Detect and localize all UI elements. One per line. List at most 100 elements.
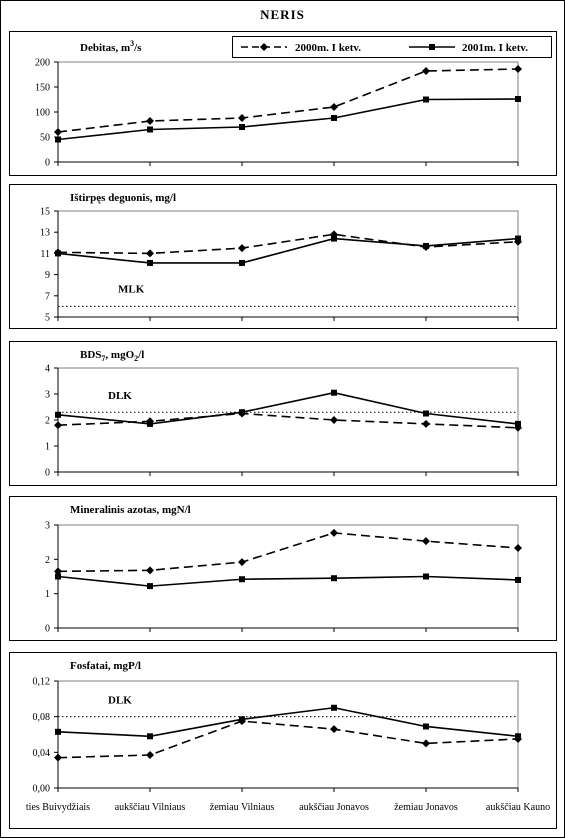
data-point-2000-debitas [330,103,338,111]
data-point-2000-deguonis [238,244,246,253]
chart-title-debitas: Debitas, m3/s [80,39,142,54]
series-line-2001-deguonis [57,237,519,264]
series-line-2000-deguonis [57,233,519,255]
y-tick-label-azotas: 3 [45,521,50,532]
y-tick-label-deguonis: 15 [40,207,50,218]
data-point-2001-bds7 [55,411,61,418]
data-point-2000-azotas [238,558,246,567]
data-point-2001-deguonis [147,259,153,266]
data-point-2001-bds7 [331,389,337,396]
diamond-marker-icon [260,43,268,51]
data-point-2001-debitas [147,126,153,133]
series-line-2001-azotas [57,575,519,587]
y-tick-label-bds7: 2 [45,416,50,427]
chart-fosfatai: Fosfatai, mgP/l 0,00 0,04 0,08 0,12 ties Bui… [26,660,550,813]
chart-debitas: Debitas, m3/s 0 50 100 150 200 [35,39,522,169]
chart-deguonis: Ištirpęs deguonis, mg/l 5 7 9 11 13 15 MLK [40,192,522,324]
legend-entry-2000: 2000m. I ketv. [241,42,361,54]
data-point-2001-debitas [55,136,61,143]
chart-title-azotas: Mineralinis azotas, mgN/l [70,504,191,516]
data-point-2001-fosfatai [147,733,153,740]
data-point-2001-azotas [239,576,245,583]
chart-title-deguonis: Ištirpęs deguonis, mg/l [70,192,176,204]
y-tick-label-debitas: 0 [45,158,50,169]
plot-area-bds7 [57,367,519,473]
data-point-2000-bds7 [54,421,62,430]
y-tick-label-deguonis: 13 [40,228,50,239]
y-tick-label-azotas: 0 [45,624,50,635]
y-tick-label-fosfatai: 0,04 [33,748,51,759]
y-tick-label-fosfatai: 0,12 [33,677,51,688]
data-point-2001-azotas [423,573,429,580]
y-tick-label-bds7: 3 [45,390,50,401]
data-point-2001-debitas [515,96,521,102]
y-tick-label-fosfatai: 0,08 [33,712,51,723]
data-point-2001-fosfatai [515,733,521,740]
y-tick-label-deguonis: 9 [45,270,50,281]
data-point-2001-fosfatai [55,728,61,735]
data-point-2001-fosfatai [331,704,337,711]
chart-panel-azotas: Mineralinis azotas, mgN/l 0 1 2 3 [9,496,557,641]
data-point-2000-bds7 [330,416,338,424]
series-line-2001-debitas [57,98,519,141]
data-point-2001-bds7 [147,420,153,427]
data-point-2001-deguonis [515,235,521,242]
figure-title: NERIS [260,7,305,22]
data-point-2001-azotas [55,573,61,580]
data-point-2000-debitas [146,117,154,125]
y-tick-label-bds7: 0 [45,468,50,479]
plot-area-deguonis [57,210,519,318]
data-point-2000-fosfatai [146,751,154,760]
y-tick-label-deguonis: 11 [40,249,50,260]
data-point-2001-azotas [147,583,153,590]
data-point-2001-deguonis [55,250,61,257]
series-line-2001-fosfatai [57,706,519,738]
data-point-2000-deguonis [146,249,154,258]
data-point-2001-bds7 [515,420,521,427]
chart-legend: 2000m. I ketv. 2001m. I ketv. [232,36,552,58]
series-line-2000-fosfatai [57,720,519,759]
data-point-2001-bds7 [239,409,245,416]
data-point-2000-azotas [514,544,522,553]
data-point-2001-debitas [423,96,429,103]
data-point-2001-fosfatai [423,723,429,730]
data-point-2001-azotas [331,575,337,582]
y-tick-label-azotas: 1 [45,589,50,600]
data-point-2001-deguonis [331,235,337,242]
series-line-2000-debitas [57,68,519,133]
x-tick-label-fosfatai: ties Buivydžiais [26,802,90,813]
data-point-2000-fosfatai [330,725,338,734]
chart-title-bds7: BDS7, mgO2/l [80,349,144,363]
chart-panel-fosfatai: Fosfatai, mgP/l 0,00 0,04 0,08 0,12 ties Bui… [9,652,557,829]
data-point-2001-deguonis [423,242,429,249]
chart-panel-deguonis: Ištirpęs deguonis, mg/l 5 7 9 11 13 15 MLK [9,184,557,329]
data-point-2000-debitas [422,67,430,75]
data-point-2001-deguonis [239,259,245,266]
data-point-2000-fosfatai [54,753,62,762]
data-point-2000-debitas [54,128,62,136]
series-line-2000-azotas [57,532,519,573]
x-tick-label-fosfatai: žemiau Vilniaus [210,802,275,813]
legend-label-2001: 2001m. I ketv. [462,42,528,54]
y-tick-label-bds7: 1 [45,442,50,453]
data-point-2000-azotas [422,537,430,546]
y-tick-label-debitas: 50 [40,133,50,144]
chart-title-fosfatai: Fosfatai, mgP/l [70,660,141,672]
data-point-2000-azotas [146,566,154,575]
data-point-2000-fosfatai [422,739,430,748]
legend-entry-2001: 2001m. I ketv. [409,42,528,54]
x-tick-label-fosfatai: aukščiau Vilniaus [115,802,186,813]
square-marker-icon [429,44,435,50]
data-point-2000-bds7 [514,423,522,432]
series-line-2001-bds7 [57,391,519,425]
data-point-2000-debitas [238,114,246,122]
data-point-2001-debitas [331,115,337,121]
reference-label-fosfatai: DLK [108,695,132,707]
x-tick-label-fosfatai: žemiau Jonavos [394,802,458,813]
chart-panel-debitas: Debitas, m3/s 0 50 100 150 200 2000m. I ketv… [9,31,557,176]
plot-area-azotas [57,524,519,629]
y-tick-label-bds7: 4 [45,364,50,375]
reference-label-deguonis: MLK [118,283,145,295]
data-point-2000-azotas [54,567,62,576]
x-tick-label-fosfatai: aukščiau Jonavos [299,802,369,813]
